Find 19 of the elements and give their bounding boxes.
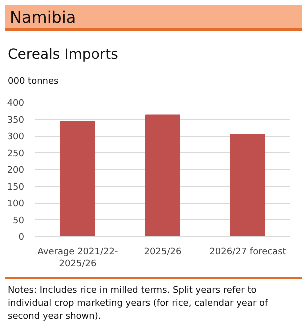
y-tick-label: 250	[7, 149, 25, 160]
y-tick-label: 0	[18, 233, 25, 243]
bar	[146, 114, 180, 236]
x-tick-label: 2026/27 forecast	[210, 248, 287, 258]
y-tick-label: 300	[7, 132, 25, 142]
y-tick-label: 100	[7, 200, 25, 210]
y-axis-title: 000 tonnes	[8, 76, 59, 89]
y-tick-label: 350	[7, 116, 25, 126]
y-tick-label: 150	[7, 182, 25, 193]
y-tick-label: 200	[7, 166, 25, 176]
x-tick-label: Average 2021/22-2025/26	[38, 248, 118, 270]
y-tick-label: 50	[13, 216, 25, 226]
chart-subtitle: Cereals Imports	[8, 46, 118, 65]
text: Notes: Includes rice in milled terms. Split years refer to individual crop marketing years (for rice, calendar year of second year shown).	[8, 285, 270, 324]
chart-title: Namibia	[10, 7, 76, 29]
x-tick-label: 2025/26	[144, 248, 182, 258]
y-tick-label: 400	[7, 99, 25, 109]
bar	[230, 134, 266, 236]
bar	[60, 121, 96, 236]
